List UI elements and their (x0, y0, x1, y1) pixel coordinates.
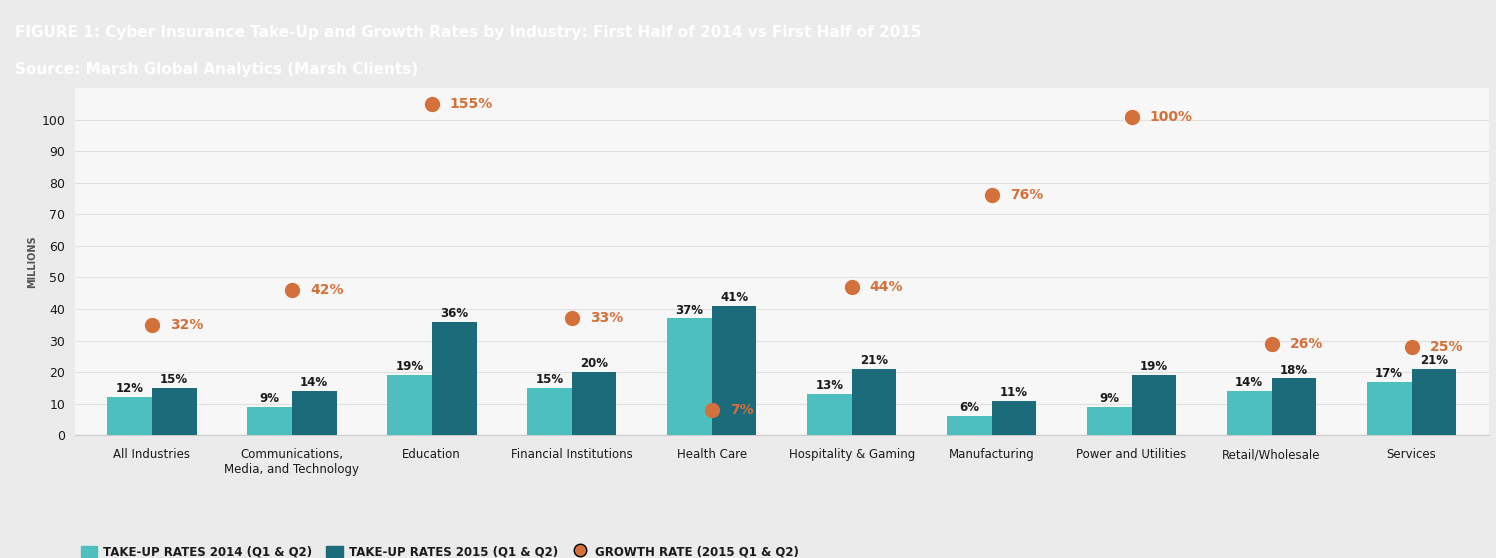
Bar (992, 401, 1037, 435)
Bar (108, 397, 151, 435)
Bar (1227, 391, 1272, 435)
Bar (947, 416, 992, 435)
Text: 21%: 21% (860, 354, 889, 367)
Text: 7%: 7% (730, 403, 754, 417)
Bar (247, 407, 292, 435)
Point (420, 99, 444, 108)
Bar (292, 391, 337, 435)
Point (839, 282, 863, 291)
Text: 11%: 11% (999, 386, 1028, 398)
Text: 21%: 21% (1420, 354, 1448, 367)
Text: 33%: 33% (589, 311, 624, 325)
Point (1400, 343, 1424, 352)
Bar (712, 306, 757, 435)
Point (700, 406, 724, 415)
Text: 17%: 17% (1375, 367, 1403, 379)
Bar (667, 319, 712, 435)
Text: 26%: 26% (1290, 336, 1322, 351)
Text: Source: Marsh Global Analytics (Marsh Clients): Source: Marsh Global Analytics (Marsh Cl… (15, 62, 417, 77)
Bar (1272, 378, 1316, 435)
Text: 76%: 76% (1010, 189, 1043, 203)
Point (139, 320, 163, 329)
Text: 14%: 14% (301, 376, 328, 389)
Bar (806, 394, 851, 435)
Bar (851, 369, 896, 435)
Text: 44%: 44% (869, 280, 904, 294)
Text: 42%: 42% (310, 283, 344, 297)
Text: 14%: 14% (1236, 376, 1263, 389)
Point (980, 191, 1004, 200)
Text: 155%: 155% (450, 97, 494, 111)
Point (560, 314, 583, 323)
Text: 13%: 13% (815, 379, 844, 392)
Bar (571, 372, 616, 435)
Text: 37%: 37% (675, 304, 703, 316)
Text: 19%: 19% (1140, 360, 1168, 373)
Text: 15%: 15% (160, 373, 188, 386)
Point (1260, 339, 1284, 348)
Bar (387, 376, 432, 435)
Text: 100%: 100% (1150, 109, 1192, 123)
Bar (432, 321, 477, 435)
Y-axis label: MILLIONS: MILLIONS (27, 235, 37, 288)
Text: 12%: 12% (115, 382, 144, 396)
Text: 32%: 32% (171, 318, 203, 332)
Legend: TAKE-UP RATES 2014 (Q1 & Q2), TAKE-UP RATES 2015 (Q1 & Q2), GROWTH RATE (2015 Q1: TAKE-UP RATES 2014 (Q1 & Q2), TAKE-UP RA… (81, 545, 799, 558)
Bar (527, 388, 571, 435)
Bar (1086, 407, 1131, 435)
Bar (1412, 369, 1456, 435)
Text: 18%: 18% (1281, 364, 1308, 377)
Text: FIGURE 1: Cyber Insurance Take-Up and Growth Rates by Industry: First Half of 20: FIGURE 1: Cyber Insurance Take-Up and Gr… (15, 25, 922, 40)
Point (1119, 112, 1143, 121)
Point (280, 286, 304, 295)
Text: 36%: 36% (440, 307, 468, 320)
Text: 25%: 25% (1430, 340, 1463, 354)
Bar (151, 388, 196, 435)
Text: 20%: 20% (580, 357, 607, 371)
Text: 15%: 15% (536, 373, 564, 386)
Text: 41%: 41% (720, 291, 748, 304)
Text: 6%: 6% (959, 401, 980, 415)
Text: 9%: 9% (1100, 392, 1119, 405)
Bar (1131, 376, 1176, 435)
Text: 9%: 9% (259, 392, 280, 405)
Text: 19%: 19% (395, 360, 423, 373)
Bar (1367, 382, 1412, 435)
